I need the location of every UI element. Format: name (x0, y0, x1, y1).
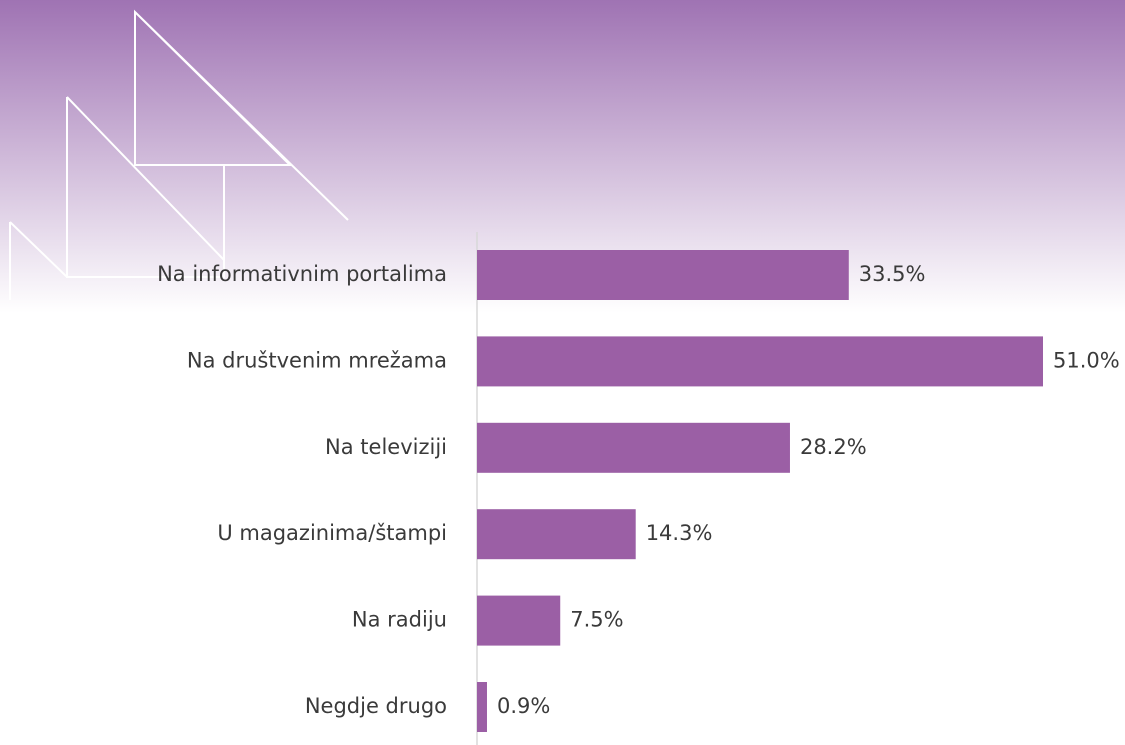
page: Na informativnim portalima 33.5% Na društv… (0, 0, 1125, 745)
value-label: 33.5% (859, 262, 926, 286)
category-label: U magazinima/štampi (217, 521, 447, 545)
category-label: Na radiju (352, 608, 447, 632)
category-label: Na informativnim portalima (157, 262, 447, 286)
bar (477, 682, 487, 732)
value-label: 14.3% (646, 521, 713, 545)
bar (477, 423, 790, 473)
bar (477, 509, 636, 559)
value-label: 7.5% (570, 608, 623, 632)
value-label: 0.9% (497, 694, 550, 718)
chart: Na informativnim portalima 33.5% Na društv… (0, 0, 1125, 745)
bar (477, 596, 560, 646)
category-label: Na društvenim mrežama (187, 348, 447, 372)
value-label: 28.2% (800, 435, 867, 459)
category-label: Na televiziji (325, 435, 447, 459)
value-label: 51.0% (1053, 348, 1120, 372)
category-label: Negdje drugo (305, 694, 447, 718)
bar (477, 250, 849, 300)
bar (477, 336, 1043, 386)
